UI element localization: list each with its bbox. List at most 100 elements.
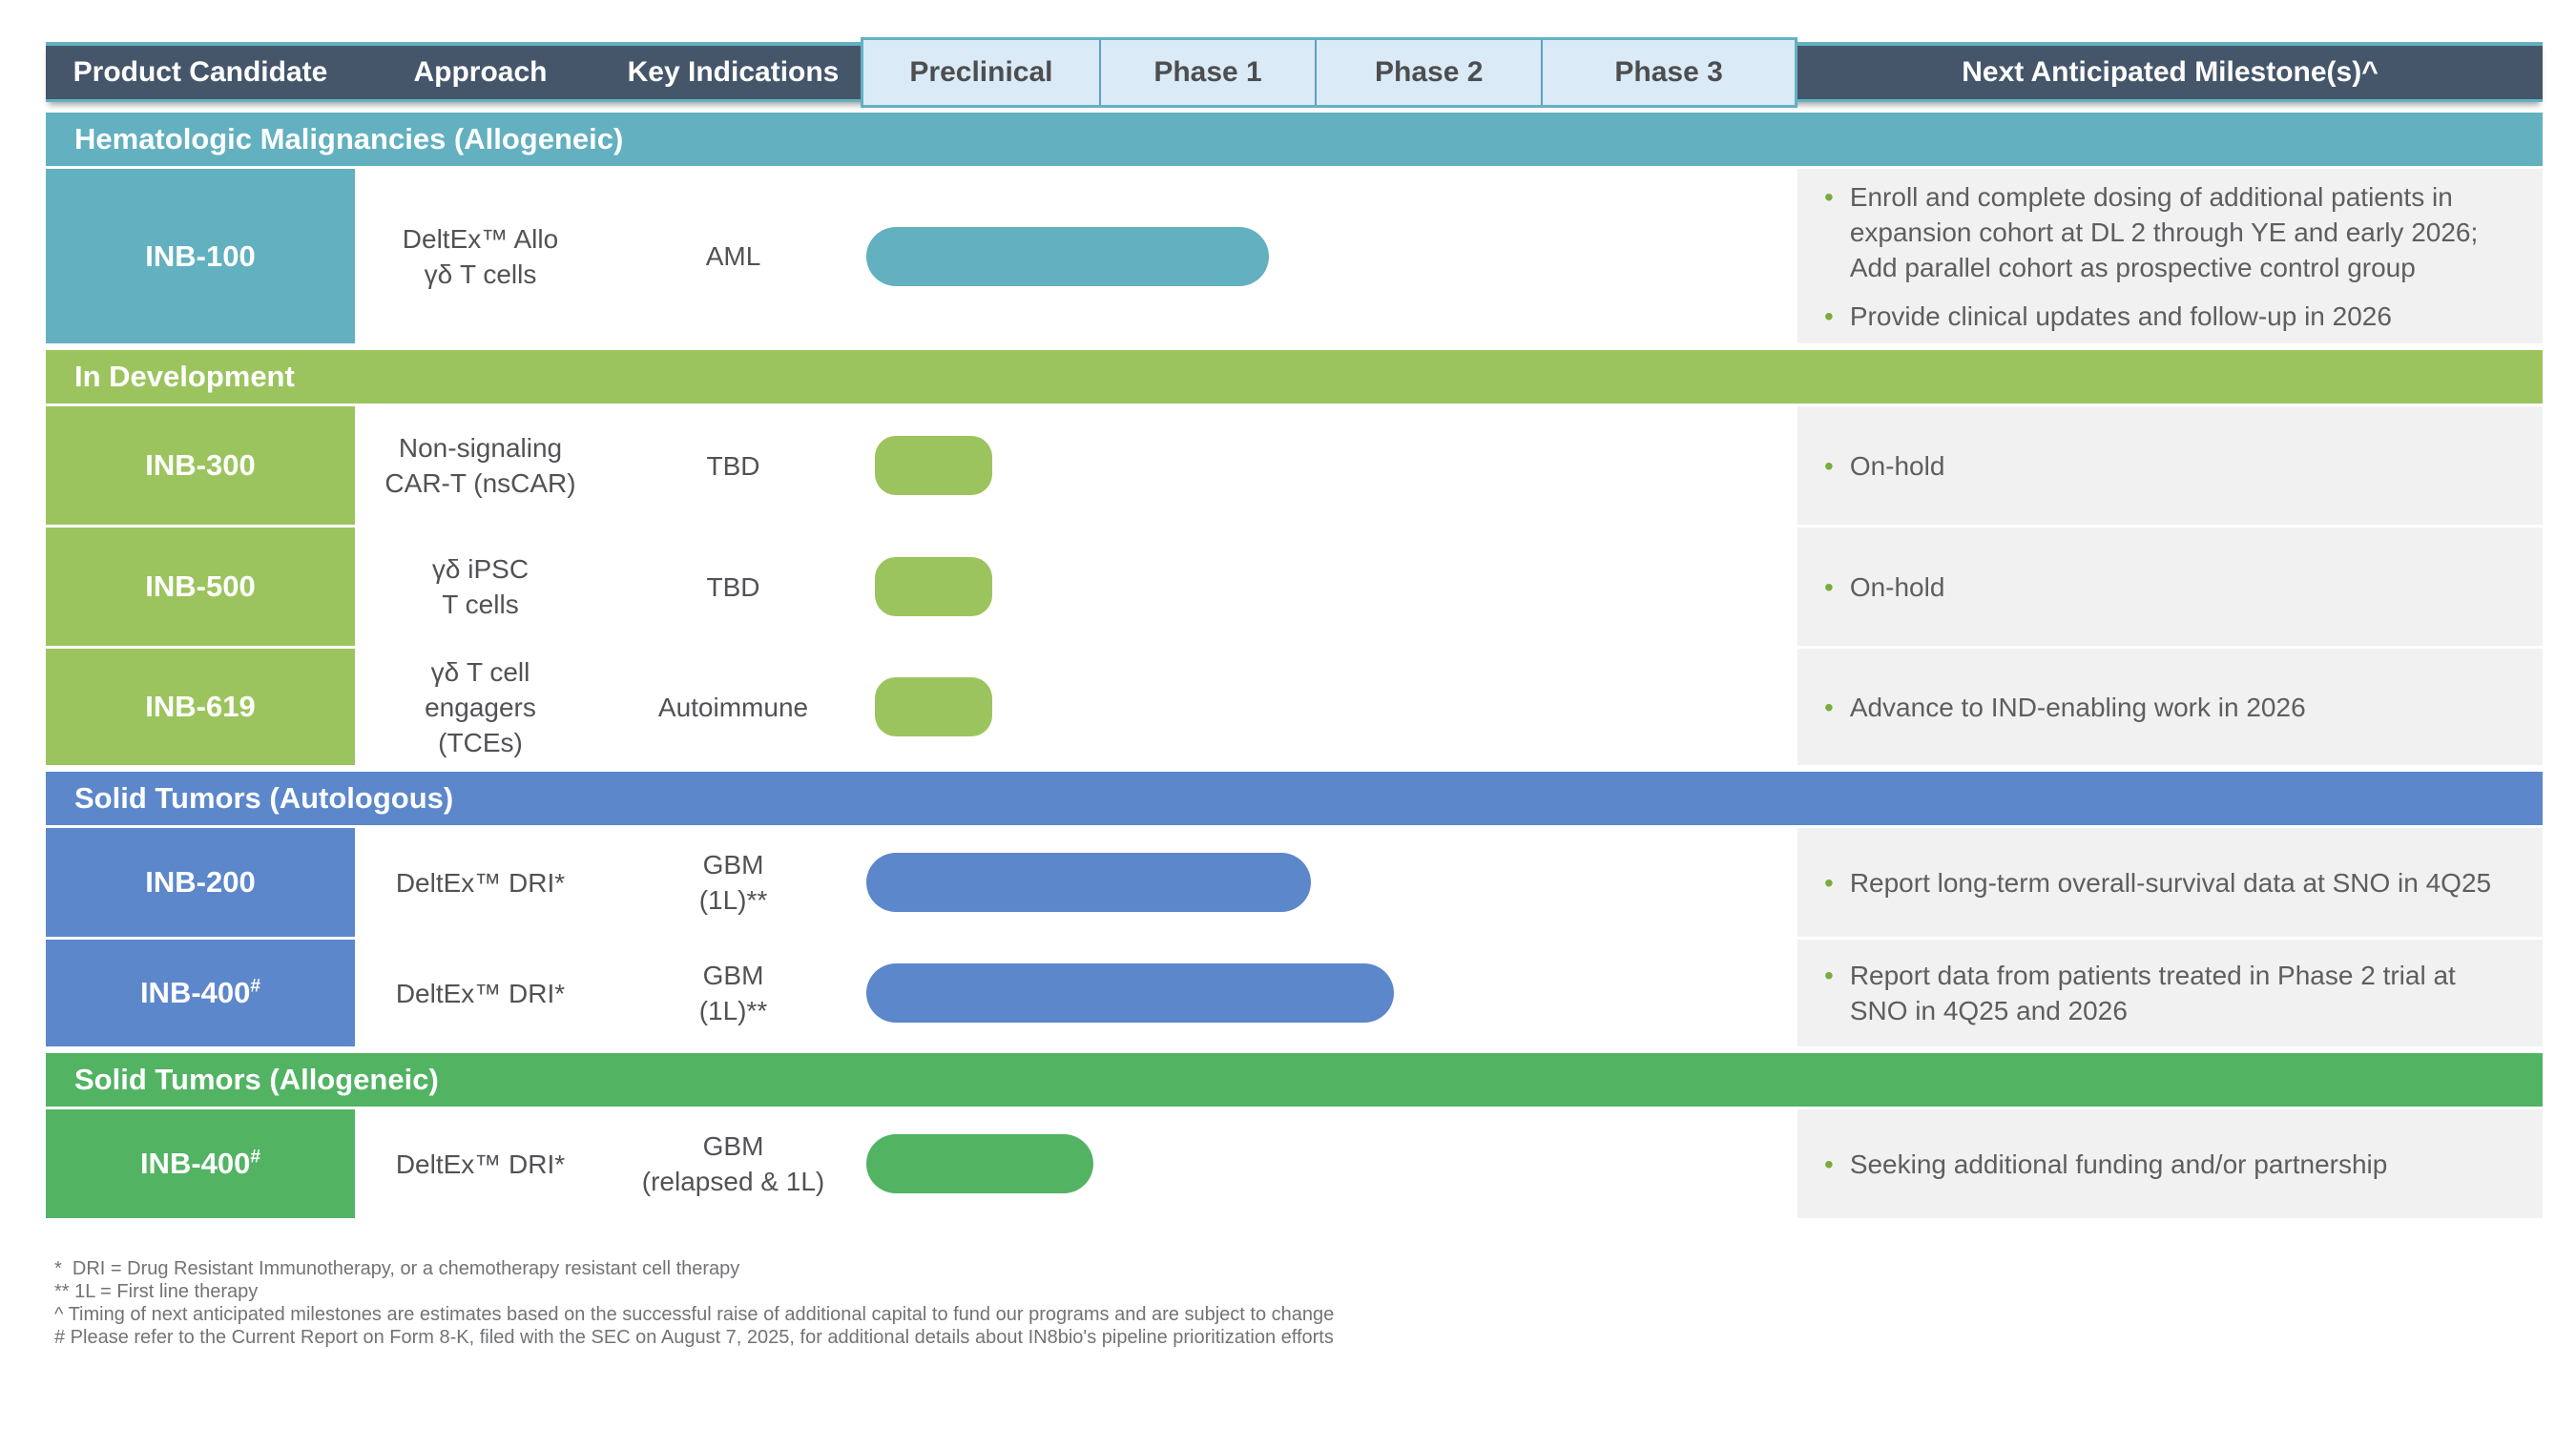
milestones-cell: • Report data from patients treated in Ph… xyxy=(1797,940,2543,1046)
phase-progress-bar xyxy=(866,853,1311,912)
section-header-hematologic: Hematologic Malignancies (Allogeneic) xyxy=(46,113,2543,166)
product-name: INB-300 xyxy=(145,448,256,482)
footnote-8k: # Please refer to the Current Report on … xyxy=(54,1327,1334,1348)
milestone-item: • On-hold xyxy=(1824,448,2518,484)
indication-cell: TBD xyxy=(706,571,760,602)
bullet-icon: • xyxy=(1824,181,1834,212)
header-product-candidate: Product Candidate xyxy=(46,46,355,99)
approach-cell: Non-signaling CAR-T (nsCAR) xyxy=(384,433,576,498)
milestone-item: • Seeking additional funding and/or partn… xyxy=(1824,1147,2518,1182)
phase-column-header-phase3: Phase 3 xyxy=(1614,56,1723,88)
header-key-indications: Key Indications xyxy=(606,46,861,99)
approach-cell: γδ T cell engagers (TCEs) xyxy=(425,656,536,757)
header-approach-label: Approach xyxy=(413,56,548,88)
bullet-icon: • xyxy=(1824,692,1834,722)
bullet-icon: • xyxy=(1824,1149,1834,1179)
product-name: INB-200 xyxy=(145,865,256,899)
header-product-label: Product Candidate xyxy=(73,56,328,88)
header-indications-label: Key Indications xyxy=(627,56,840,88)
milestone-item: • Enroll and complete dosing of additiona… xyxy=(1824,179,2518,285)
bullet-icon: • xyxy=(1824,571,1834,602)
header-approach: Approach xyxy=(355,46,606,99)
phase-progress-bar xyxy=(875,436,992,495)
phase-column-header-phase1: Phase 1 xyxy=(1101,40,1318,105)
approach-cell: DeltEx™ DRI* xyxy=(395,1149,566,1179)
approach-cell: γδ iPSC T cells xyxy=(431,554,530,619)
milestones-cell: • On-hold xyxy=(1797,528,2543,646)
timeline-cell xyxy=(861,169,1797,343)
table-row-inb-400-autologous: INB-400# DeltEx™ DRI* GBM (1L)** • Report… xyxy=(46,940,2543,1046)
table-row-inb-400-allogeneic: INB-400# DeltEx™ DRI* GBM (relapsed & 1L… xyxy=(46,1109,2543,1218)
timeline-cell xyxy=(861,528,1797,646)
indication-cell: GBM (1L)** xyxy=(698,850,768,915)
product-cell: INB-400# xyxy=(46,940,355,1046)
indication-cell: GBM (relapsed & 1L) xyxy=(641,1131,825,1196)
bullet-icon: • xyxy=(1824,961,1834,990)
timeline-cell xyxy=(861,649,1797,765)
section-header-solid-tumors-allogeneic: Solid Tumors (Allogeneic) xyxy=(46,1053,2543,1107)
indication-cell: GBM (1L)** xyxy=(698,961,768,1025)
product-cell: INB-300 xyxy=(46,406,355,525)
milestone-item: • Report long-term overall-survival data … xyxy=(1824,865,2518,900)
bullet-icon: • xyxy=(1824,300,1834,331)
milestone-item: • Report data from patients treated in Ph… xyxy=(1824,958,2518,1028)
footnotes: * DRI = Drug Resistant Immunotherapy, or… xyxy=(54,1257,1334,1349)
milestone-item: • Provide clinical updates and follow-up … xyxy=(1824,299,2518,334)
section-title: Solid Tumors (Allogeneic) xyxy=(74,1063,439,1096)
approach-cell: DeltEx™ Allo γδ T cells xyxy=(402,223,559,289)
header-next-milestones: Next Anticipated Milestone(s)^ xyxy=(1797,46,2543,99)
footnote-1l: ** 1L = First line therapy xyxy=(54,1281,259,1302)
section-title: Hematologic Malignancies (Allogeneic) xyxy=(74,122,624,155)
phase-column-header-phase2: Phase 2 xyxy=(1317,40,1544,105)
phase-header-block: Preclinical Phase 1 Phase 2 Phase 3 xyxy=(861,37,1797,108)
section-header-in-development: In Development xyxy=(46,350,2543,404)
product-name: INB-100 xyxy=(145,238,256,273)
approach-cell: DeltEx™ DRI* xyxy=(395,867,566,898)
table-row-inb-500: INB-500 γδ iPSC T cells TBD • On-hold xyxy=(46,528,2543,646)
phase-column-header-preclinical: Preclinical xyxy=(863,40,1101,105)
milestone-item: • On-hold xyxy=(1824,569,2518,605)
product-name: INB-619 xyxy=(145,690,256,723)
product-name: INB-500 xyxy=(145,569,256,603)
table-header-row: Product Candidate Approach Key Indicatio… xyxy=(46,37,2543,108)
section-title: Solid Tumors (Autologous) xyxy=(74,781,454,815)
footnote-dri: * DRI = Drug Resistant Immunotherapy, or… xyxy=(54,1258,740,1279)
phase-progress-bar xyxy=(866,226,1269,286)
table-row-inb-300: INB-300 Non-signaling CAR-T (nsCAR) TBD … xyxy=(46,406,2543,525)
phase-progress-bar xyxy=(875,677,992,736)
product-cell: INB-100 xyxy=(46,169,355,343)
section-header-solid-tumors-autologous: Solid Tumors (Autologous) xyxy=(46,772,2543,825)
milestones-cell: • Seeking additional funding and/or partn… xyxy=(1797,1109,2543,1218)
product-cell: INB-500 xyxy=(46,528,355,646)
product-name: INB-400# xyxy=(139,1147,261,1180)
milestones-cell: • Report long-term overall-survival data … xyxy=(1797,828,2543,937)
phase-progress-bar xyxy=(875,557,992,616)
indication-cell: TBD xyxy=(706,450,760,481)
section-title: In Development xyxy=(74,360,295,393)
pipeline-table: Product Candidate Approach Key Indicatio… xyxy=(46,37,2543,1221)
milestones-cell: • Enroll and complete dosing of additiona… xyxy=(1797,169,2543,343)
header-phase-columns: Preclinical Phase 1 Phase 2 Phase 3 xyxy=(861,37,1797,108)
phase-progress-bar xyxy=(866,963,1394,1023)
indication-cell: AML xyxy=(705,241,761,271)
phase-progress-bar xyxy=(866,1134,1093,1193)
product-cell: INB-619 xyxy=(46,649,355,765)
timeline-cell xyxy=(861,406,1797,525)
table-row-inb-100: INB-100 DeltEx™ Allo γδ T cells AML • Enr… xyxy=(46,169,2543,343)
product-name: INB-400# xyxy=(139,976,261,1009)
bullet-icon: • xyxy=(1824,867,1834,898)
timeline-cell xyxy=(861,940,1797,1046)
header-milestones-label: Next Anticipated Milestone(s)^ xyxy=(1962,56,2379,88)
table-row-inb-200: INB-200 DeltEx™ DRI* GBM (1L)** • Report … xyxy=(46,828,2543,937)
footnote-timing: ^ Timing of next anticipated milestones … xyxy=(54,1304,1335,1325)
timeline-cell xyxy=(861,1109,1797,1218)
milestones-cell: • Advance to IND-enabling work in 2026 xyxy=(1797,649,2543,765)
product-cell: INB-400# xyxy=(46,1109,355,1218)
approach-cell: DeltEx™ DRI* xyxy=(395,978,566,1008)
bullet-icon: • xyxy=(1824,450,1834,481)
milestone-item: • Advance to IND-enabling work in 2026 xyxy=(1824,690,2518,725)
timeline-cell xyxy=(861,828,1797,937)
indication-cell: Autoimmune xyxy=(657,692,809,722)
milestones-cell: • On-hold xyxy=(1797,406,2543,525)
